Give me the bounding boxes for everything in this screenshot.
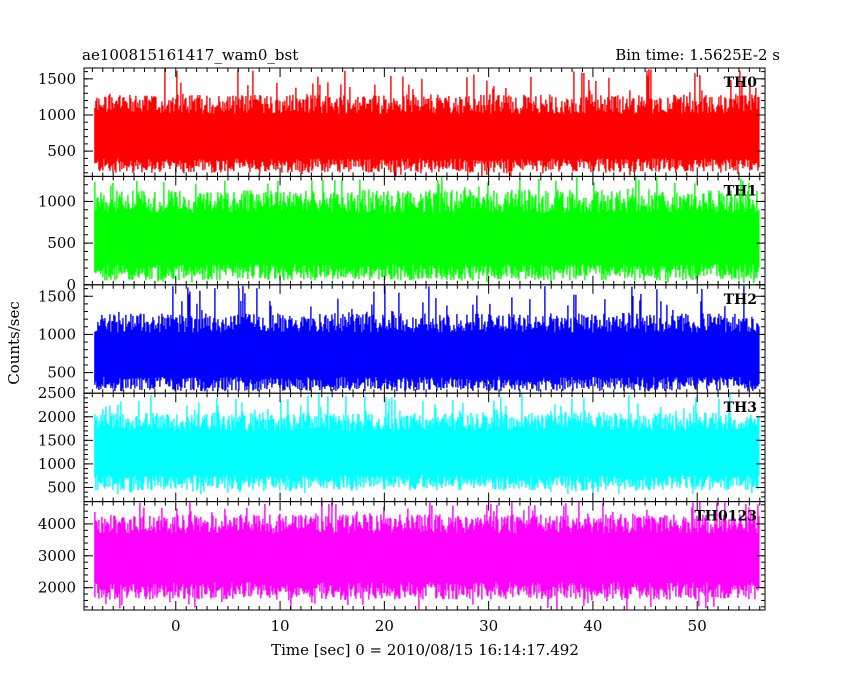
x-tick-label: 20 (375, 617, 394, 635)
x-tick-label: 0 (171, 617, 181, 635)
x-tick-label: 40 (583, 617, 602, 635)
y-tick-label: 0 (66, 276, 76, 294)
series-line-th0 (94, 68, 760, 177)
series-label-th0: TH0 (724, 75, 758, 91)
x-axis: 0 10 20 30 40 50 (171, 617, 707, 635)
x-axis-title: Time [sec] 0 = 2010/08/15 16:14:17.492 (271, 641, 579, 659)
y-tick-label: 2000 (38, 579, 76, 597)
chart-title: ae100815161417_wam0_bst (82, 46, 298, 64)
y-tick-label: 1000 (38, 455, 76, 473)
y-tick-label: 1500 (38, 70, 76, 88)
series-line-th3 (94, 393, 760, 495)
x-tick-label: 30 (479, 617, 498, 635)
y-tick-label: 1000 (38, 192, 76, 210)
y-axis-title: Counts/sec (5, 301, 23, 385)
panel-th3: 500 1000 1500 2000 2500 TH3 (38, 384, 766, 503)
y-tick-label: 2000 (38, 408, 76, 426)
x-tick-label: 10 (271, 617, 290, 635)
panel-th1: 0 500 1000 TH1 (38, 175, 766, 294)
panel-th0123: 2000 3000 4000 TH0123 (38, 501, 766, 611)
series-label-th3: TH3 (724, 400, 757, 416)
panel-th0: 500 1000 1500 TH0 (38, 67, 766, 177)
series-line-th1 (94, 176, 760, 284)
series-line-th2 (94, 285, 760, 392)
y-tick-label: 2500 (38, 384, 76, 402)
y-tick-label: 4000 (38, 515, 76, 533)
series-label-th2: TH2 (724, 292, 757, 308)
y-tick-label: 3000 (38, 547, 76, 565)
y-tick-label: 500 (47, 478, 76, 496)
y-tick-label: 1500 (38, 287, 76, 305)
bin-time-label: Bin time: 1.5625E-2 s (615, 46, 780, 64)
y-tick-label: 1000 (38, 325, 76, 343)
y-tick-label: 500 (47, 234, 76, 252)
x-tick-label: 50 (688, 617, 707, 635)
panel-th2: 500 1000 1500 TH2 (38, 284, 766, 394)
y-tick-label: 500 (47, 142, 76, 160)
series-label-th0123: TH0123 (694, 509, 757, 525)
y-tick-label: 1500 (38, 431, 76, 449)
series-label-th1: TH1 (724, 183, 757, 199)
y-tick-label: 1000 (38, 106, 76, 124)
series-line-th0123 (94, 501, 760, 610)
y-tick-label: 500 (47, 364, 76, 382)
